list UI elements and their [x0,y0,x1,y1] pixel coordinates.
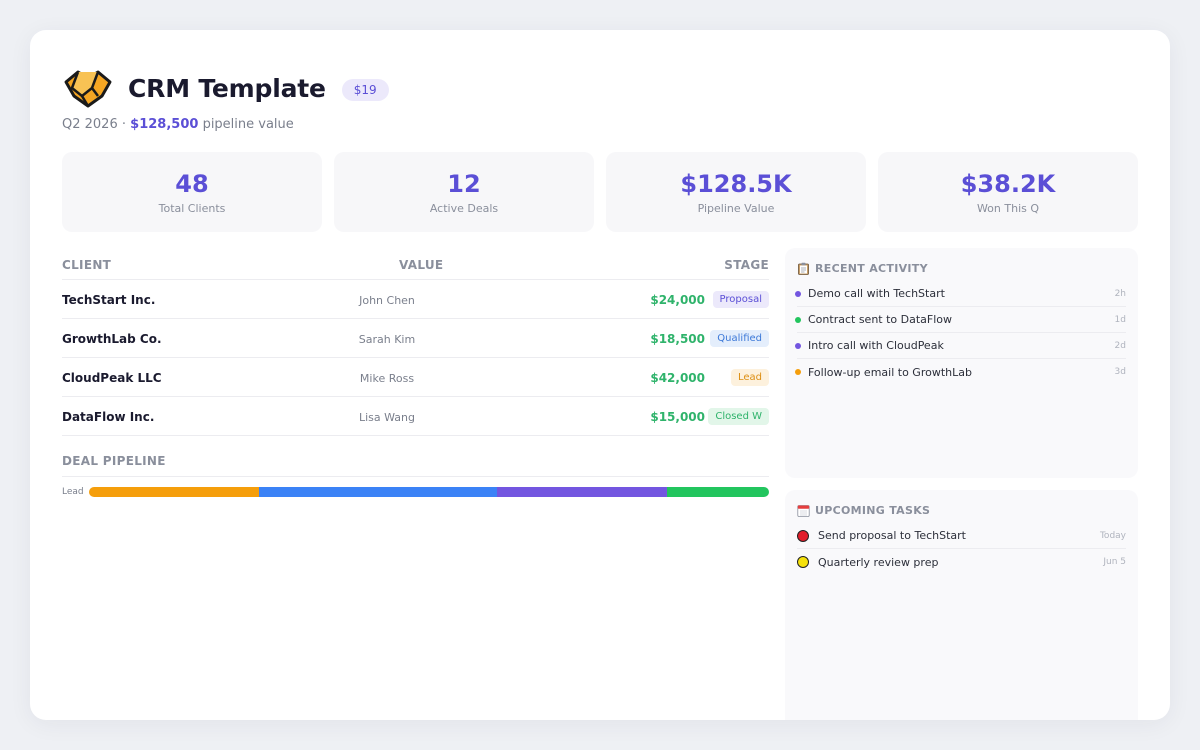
column-header-stage: STAGE [724,258,769,272]
pipeline-segment [259,487,497,497]
pipeline-bar [89,487,769,497]
pipeline-segment [667,487,769,497]
deal-pipeline: DEAL PIPELINE Lead [62,454,769,497]
stage-badge: Lead [730,369,769,386]
activity-time: 2d [1114,340,1126,351]
activity-text: Intro call with CloudPeak [808,339,944,352]
activity-text: Contract sent to DataFlow [808,313,953,326]
page-title: CRM Template [128,73,326,103]
stat-label: Active Deals [429,201,499,215]
activity-item[interactable]: Intro call with CloudPeak 2d [795,333,1126,359]
separator-text: · [121,117,127,132]
client-contact: Lisa Wang [358,411,416,424]
client-name: CloudPeak LLC [62,371,162,385]
priority-circle-icon [797,529,809,542]
stat-label: Total Clients [158,201,226,215]
stage-badge: Proposal [712,291,769,308]
stat-label: Won This Q [976,201,1040,215]
client-contact: Mike Ross [359,372,415,385]
subtitle: Q2 2026 · $128,500 pipeline value [62,117,294,132]
column-header-value: VALUE [399,258,444,272]
status-dot [795,316,801,323]
stat-value: $38.2K [960,169,1056,198]
status-dot [795,290,801,297]
pipeline-title: DEAL PIPELINE [62,454,769,477]
stat-label: Pipeline Value [697,201,775,215]
task-due: Today [1099,530,1126,541]
pipeline-segment [89,487,259,497]
deal-value: $18,500 [650,332,705,346]
task-list: Send proposal to TechStart Today Quarterly… [797,523,1126,575]
deal-value: $42,000 [650,371,705,385]
activity-item[interactable]: Follow-up email to GrowthLab 3d [795,359,1126,385]
stage-badge: Qualified [710,330,769,347]
table-row[interactable]: DataFlow Inc. Lisa Wang $15,000 Closed W [62,397,769,436]
table-row[interactable]: TechStart Inc. John Chen $24,000 Proposa… [62,280,769,319]
status-dot [795,369,801,375]
activity-item[interactable]: Contract sent to DataFlow 1d [795,307,1126,333]
pipeline-label: Lead [62,487,84,497]
stat-value: $128.5K [680,169,792,198]
price-badge: $19 [341,79,389,101]
task-due: Jun 5 [1103,557,1126,567]
panel-title-text: RECENT ACTIVITY [815,262,928,275]
client-name: TechStart Inc. [62,293,156,307]
table-row[interactable]: GrowthLab Co. Sarah Kim $18,500 Qualifie… [62,319,769,358]
activity-time: 3d [1114,367,1126,377]
task-text: Quarterly review prep [818,555,939,569]
stat-value: 48 [175,169,209,198]
client-name: DataFlow Inc. [62,410,155,424]
client-contact: Sarah Kim [358,333,416,346]
header: CRM Template $19 [62,66,389,110]
activity-item[interactable]: Demo call with TechStart 2h [795,281,1126,307]
task-item[interactable]: Send proposal to TechStart Today [797,523,1126,549]
pipeline-amount: $128,500 [130,117,199,132]
status-dot [795,342,801,349]
stat-value: 12 [447,169,481,198]
crm-card: CRM Template $19 Q2 2026 · $128,500 pipe… [30,30,1170,720]
task-item[interactable]: Quarterly review prep Jun 5 [797,549,1126,575]
column-header-client: CLIENT [62,258,112,272]
handshake-icon [64,70,112,108]
priority-circle-icon [797,556,809,568]
stat-pipeline-value: $128.5K Pipeline Value [606,152,866,232]
client-name: GrowthLab Co. [62,332,162,346]
task-text: Send proposal to TechStart [818,529,966,542]
upcoming-tasks-panel: UPCOMING TASKS Send proposal to TechStar… [785,490,1138,720]
activity-text: Follow-up email to GrowthLab [808,365,972,379]
activity-list: Demo call with TechStart 2h Contract sent … [795,281,1126,385]
panel-title-text: UPCOMING TASKS [815,504,931,517]
deal-value: $15,000 [650,410,705,424]
period-text: Q2 2026 [62,117,118,132]
stat-active-deals: 12 Active Deals [334,152,594,232]
stat-won-this-q: $38.2K Won This Q [878,152,1138,232]
panel-title: RECENT ACTIVITY [797,262,1126,275]
panel-title: UPCOMING TASKS [797,504,1126,517]
clipboard-icon [798,262,809,275]
table-row[interactable]: CloudPeak LLC Mike Ross $42,000 Lead [62,358,769,397]
stat-total-clients: 48 Total Clients [62,152,322,232]
pipeline-row: Lead [62,487,769,497]
calendar-icon [797,505,810,517]
recent-activity-panel: RECENT ACTIVITY Demo call with TechStart… [785,248,1138,478]
stage-badge: Closed W [708,408,769,425]
pipeline-segment [497,487,667,497]
stats-row: 48 Total Clients 12 Active Deals $128.5K… [62,152,1138,232]
client-contact: John Chen [359,294,415,307]
clients-table: CLIENT VALUE STAGE TechStart Inc. John C… [62,252,769,436]
activity-text: Demo call with TechStart [808,287,945,300]
table-header: CLIENT VALUE STAGE [62,252,769,280]
pipeline-suffix: pipeline value [202,117,294,132]
deal-value: $24,000 [650,293,705,307]
activity-time: 1d [1114,314,1126,325]
activity-time: 2h [1114,288,1126,299]
